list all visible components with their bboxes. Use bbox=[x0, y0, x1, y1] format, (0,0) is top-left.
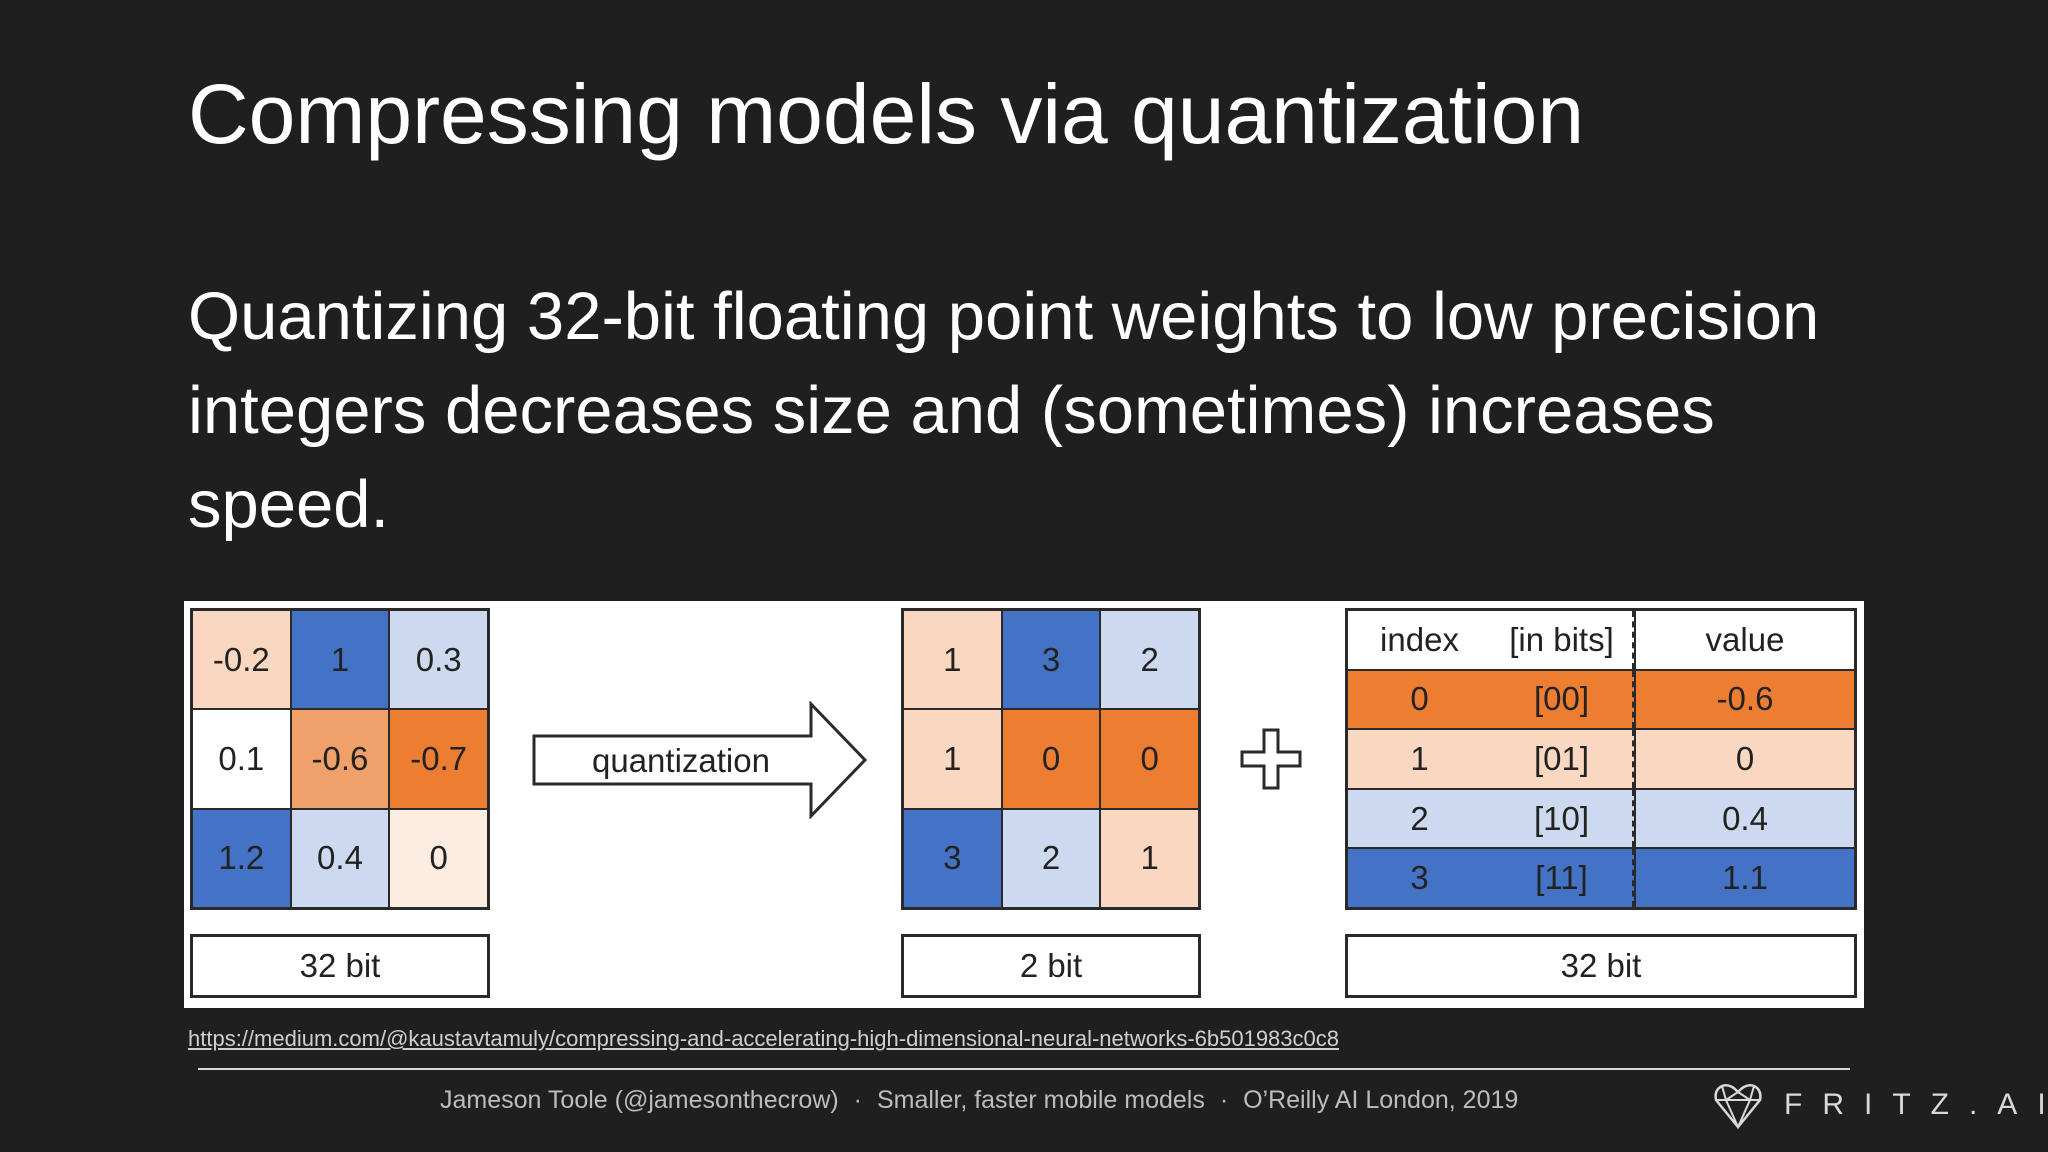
quantized-matrix-cell: 3 bbox=[904, 809, 1001, 907]
quantized-matrix-cell: 1 bbox=[904, 710, 1001, 808]
quantized-matrix-cell: 2 bbox=[1101, 611, 1198, 709]
lookup-value-cell: 0 bbox=[1634, 730, 1854, 788]
lookup-index-cell: 0 bbox=[1348, 670, 1491, 729]
lookup-header-0: index bbox=[1348, 611, 1491, 669]
quantization-arrow-icon bbox=[532, 701, 868, 819]
source-link[interactable]: https://medium.com/@kaustavtamuly/compre… bbox=[188, 1026, 1339, 1051]
original-matrix-cell: -0.7 bbox=[390, 710, 487, 808]
lookup-index-cell: 3 bbox=[1348, 849, 1491, 907]
lookup-value-cell: 0.4 bbox=[1634, 789, 1854, 848]
lookup-table: index [in bits] value 0 [00] -0.6 1 [01] 0 2 [10] 0… bbox=[1345, 608, 1857, 910]
quantized-matrix-cell: 3 bbox=[1002, 611, 1100, 709]
slide-title: Compressing models via quantization bbox=[188, 67, 1585, 161]
brand-wordmark: FRITZ.AI bbox=[1784, 1088, 2048, 1121]
quantized-matrix-cell: 0 bbox=[1002, 710, 1100, 808]
lookup-header-2: value bbox=[1634, 611, 1854, 669]
lookup-table-caption: 32 bit bbox=[1345, 934, 1857, 998]
lookup-bits-cell: [10] bbox=[1491, 789, 1634, 848]
footer-separator-2: · bbox=[1219, 1086, 1229, 1114]
footer-event: O’Reilly AI London, 2019 bbox=[1243, 1086, 1519, 1114]
original-matrix-cell: 0.4 bbox=[291, 809, 389, 907]
quantization-diagram: -0.2 1 0.3 0.1 -0.6 -0.7 1.2 0.4 0 32 bit quanti… bbox=[184, 601, 1864, 1008]
original-matrix-caption: 32 bit bbox=[190, 934, 490, 998]
original-matrix-cell: 0.3 bbox=[390, 611, 487, 709]
original-matrix-cell: 0 bbox=[390, 809, 487, 907]
lookup-bits-cell: [00] bbox=[1491, 670, 1634, 729]
original-matrix-cell: -0.2 bbox=[193, 611, 290, 709]
quantized-matrix-cell: 1 bbox=[904, 611, 1001, 709]
footer-separator-1: · bbox=[853, 1086, 862, 1114]
footer-talk: Smaller, faster mobile models bbox=[876, 1086, 1205, 1114]
original-weights-matrix: -0.2 1 0.3 0.1 -0.6 -0.7 1.2 0.4 0 bbox=[190, 608, 490, 910]
quantized-matrix-cell: 1 bbox=[1101, 809, 1198, 907]
plus-icon bbox=[1240, 728, 1302, 790]
fritz-logo-icon bbox=[1714, 1084, 1762, 1130]
quantized-matrix-cell: 0 bbox=[1101, 710, 1198, 808]
lookup-index-cell: 1 bbox=[1348, 730, 1491, 788]
original-matrix-cell: 1.2 bbox=[193, 809, 290, 907]
lookup-bits-cell: [01] bbox=[1491, 730, 1634, 788]
lookup-value-cell: 1.1 bbox=[1634, 849, 1854, 907]
slide-body-text: Quantizing 32-bit floating point weights… bbox=[188, 279, 1820, 542]
lookup-bits-cell: [11] bbox=[1491, 849, 1634, 907]
footer-author: Jameson Toole (@jamesonthecrow) bbox=[440, 1086, 839, 1114]
quantized-matrix-caption: 2 bit bbox=[901, 934, 1201, 998]
footer-divider bbox=[198, 1068, 1850, 1070]
lookup-index-cell: 2 bbox=[1348, 789, 1491, 848]
arrow-label: quantization bbox=[592, 742, 770, 779]
lookup-header-1: [in bits] bbox=[1491, 611, 1634, 669]
original-matrix-cell: 0.1 bbox=[193, 710, 290, 808]
original-matrix-cell: 1 bbox=[291, 611, 389, 709]
lookup-value-cell: -0.6 bbox=[1634, 670, 1854, 729]
quantized-matrix-cell: 2 bbox=[1002, 809, 1100, 907]
footer: Jameson Toole (@jamesonthecrow) · Smalle… bbox=[440, 1086, 1518, 1115]
original-matrix-cell: -0.6 bbox=[291, 710, 389, 808]
